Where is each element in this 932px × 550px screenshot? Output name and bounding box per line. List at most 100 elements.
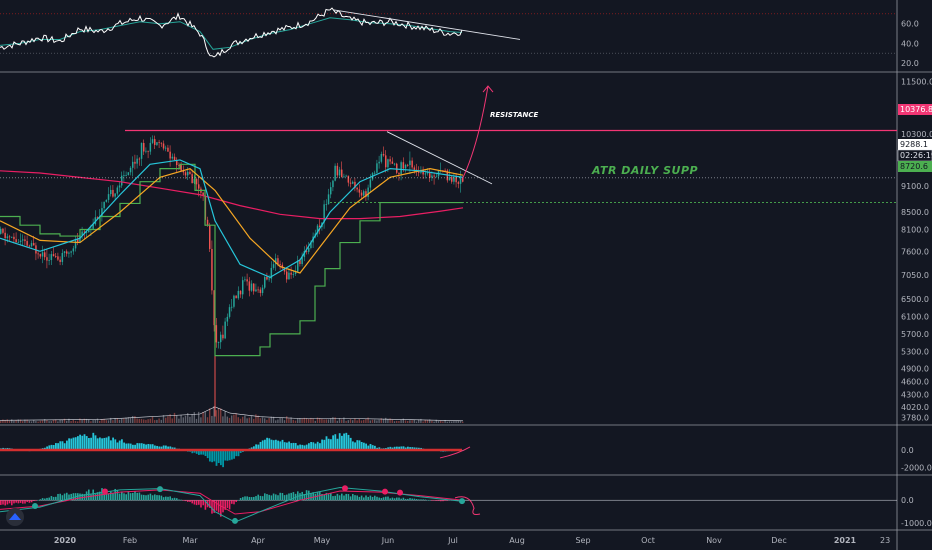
ema-slow-line [0, 167, 464, 274]
osc-histogram-bar [367, 496, 369, 501]
candle-body [46, 257, 48, 261]
candle-body [292, 274, 295, 275]
volume-bar [290, 417, 292, 423]
osc-histogram-bar [275, 494, 277, 501]
cross-signal-dot [232, 517, 238, 524]
candle-body [156, 142, 158, 145]
volume-bar [352, 420, 354, 423]
macd-pane[interactable] [0, 432, 471, 468]
oscillator-top-pane[interactable] [0, 7, 897, 58]
volume-bar [114, 418, 116, 423]
volume-bar [244, 415, 246, 423]
atr-supp-price-tag: 8720.6 [900, 162, 928, 171]
volume-bar [101, 419, 103, 423]
price-tick-label: 7050.0 [901, 271, 929, 280]
candle-body [162, 143, 165, 149]
osc-histogram-bar [90, 494, 92, 501]
osc-histogram-bar [446, 500, 449, 501]
volume-bar [158, 418, 160, 423]
candle-body [338, 169, 341, 176]
cross-signal-dot [157, 486, 163, 493]
candle-body [195, 178, 198, 185]
osc-histogram-bar [88, 489, 90, 501]
oscillator-trendline[interactable] [333, 9, 521, 40]
osc-histogram-bar [59, 493, 61, 501]
macd-histogram-bar [409, 447, 411, 450]
volume-bars [0, 405, 464, 423]
osc-histogram-bar [48, 497, 50, 501]
date-tick-label: Sep [575, 536, 590, 545]
price-tick-label: 5700.0 [901, 330, 929, 339]
osc-histogram-bar [68, 494, 70, 501]
price-axis[interactable]: 60.040.020.011500.010900.010300.09700.09… [901, 20, 932, 529]
volume-bar [398, 420, 400, 423]
candle-body [253, 283, 255, 292]
macd-histogram-bar [114, 439, 117, 450]
candle-body [176, 160, 178, 166]
tradingview-logo[interactable] [6, 508, 24, 526]
macd-histogram-bar [400, 446, 403, 450]
ma-long-line [0, 170, 464, 220]
volume-bar [341, 419, 343, 423]
osc-line [0, 487, 464, 523]
osc-histogram-bar [176, 498, 178, 501]
osc-histogram-bar [288, 493, 290, 501]
macd-histogram-bar [387, 447, 389, 450]
candle-body [358, 189, 361, 193]
volume-bar [459, 420, 462, 423]
volume-bar [429, 419, 431, 423]
osc-histogram-bar [376, 496, 378, 501]
osc-histogram-bar [35, 500, 37, 501]
macd-histogram-bar [99, 437, 101, 450]
macd-histogram-bar [90, 437, 92, 450]
macd-histogram-bar [151, 444, 154, 450]
volume-bar [88, 419, 90, 423]
candle-body [59, 259, 61, 262]
macd-histogram-bar [369, 443, 372, 450]
bottom-oscillator-pane[interactable] [0, 485, 897, 524]
macd-histogram-bar [123, 442, 125, 450]
osc-histogram-bar [28, 500, 31, 503]
volume-bar [55, 419, 57, 423]
macd-histogram-bar [235, 449, 238, 457]
osc-histogram-bar [13, 500, 15, 504]
macd-histogram-bar [367, 445, 370, 450]
volume-bar [343, 417, 345, 423]
volume-bar [228, 417, 231, 423]
breakout-arrow[interactable] [461, 85, 489, 180]
osc-histogram-bar [290, 492, 292, 501]
osc-histogram-bar [101, 488, 103, 501]
osc-histogram-bar [0, 500, 2, 505]
osc-histogram-bar [129, 493, 132, 501]
price-trendline[interactable] [386, 131, 493, 185]
candle-body [365, 191, 367, 197]
volume-bar [314, 420, 316, 423]
time-axis[interactable]: 2020 Feb Mar Apr May Jun Jul Aug Sep Oct Nov Dec 202… [54, 536, 890, 545]
candle-body [433, 175, 435, 177]
osc-histogram-bar [418, 499, 420, 501]
price-pane[interactable] [0, 85, 897, 423]
candle-body [429, 172, 431, 178]
volume-bar [202, 411, 204, 423]
candle-body [66, 251, 68, 254]
osc-histogram-bar [347, 494, 350, 501]
osc-arrow[interactable] [454, 496, 481, 516]
osc-histogram-bar [264, 493, 266, 501]
volume-bar [224, 410, 226, 423]
volume-bar [70, 421, 72, 423]
macd-arrow[interactable] [439, 446, 471, 459]
volume-bar [393, 421, 396, 423]
macd-histogram-bar [132, 444, 134, 450]
volume-bar [281, 417, 283, 423]
osc-histogram-bar [323, 494, 325, 501]
osc-histogram-bar [30, 500, 33, 503]
macd-histogram-bar [140, 443, 143, 450]
osc-histogram-bar [171, 498, 174, 501]
volume-bar [52, 419, 55, 423]
volume-bar [79, 418, 81, 423]
volume-bar [99, 420, 101, 423]
volume-bar [57, 421, 59, 423]
macd-histogram-bar [59, 441, 62, 450]
